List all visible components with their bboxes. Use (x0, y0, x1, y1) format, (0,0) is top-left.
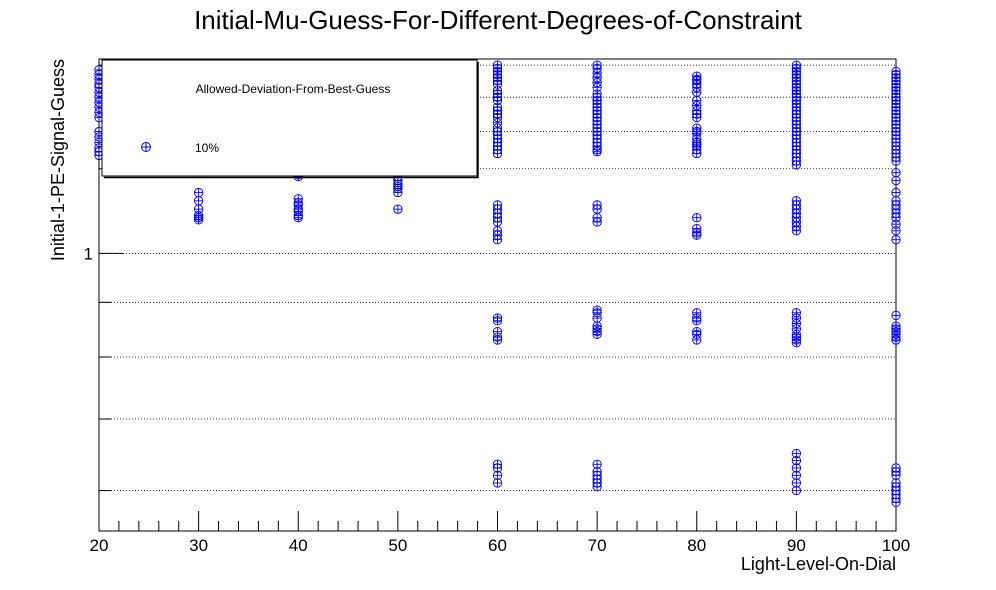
data-point (592, 217, 602, 227)
data-point (492, 148, 503, 159)
data-point (891, 187, 901, 198)
data-point (891, 175, 901, 186)
x-tick-labels: 20 30 40 50 60 70 80 90 100 (90, 536, 911, 555)
data-point (692, 112, 702, 123)
x-tick-label: 70 (588, 536, 607, 555)
data-point (692, 230, 702, 240)
x-tick-label: 50 (388, 536, 407, 555)
data-point (891, 167, 901, 178)
data-point (193, 215, 204, 225)
data-point (592, 147, 602, 157)
data-point (393, 204, 403, 214)
x-tick-label: 80 (687, 536, 706, 555)
data-point (393, 187, 403, 198)
data-point (891, 226, 901, 236)
data-point (592, 329, 602, 340)
data-point (692, 148, 702, 159)
legend-marker-circle-plus-icon (141, 142, 151, 152)
data-point (692, 335, 702, 345)
plot-frame (98, 58, 897, 532)
data-point (791, 226, 802, 236)
data-point (891, 156, 901, 166)
legend: Allowed-Deviation-From-Best-Guess 10% (101, 59, 479, 179)
x-tick-label: 30 (189, 536, 208, 555)
data-point (492, 316, 503, 326)
legend-box (101, 59, 478, 177)
data-point (891, 235, 901, 245)
x-tick-label: 20 (90, 536, 109, 555)
data-point (891, 497, 901, 508)
data-point (492, 470, 503, 481)
x-tick-label: 40 (289, 536, 308, 555)
y-tick-label: 1 (84, 244, 93, 263)
x-tick-label: 60 (488, 536, 507, 555)
data-point (592, 313, 602, 323)
data-point (492, 478, 503, 488)
data-point (492, 335, 503, 345)
data-point (193, 187, 204, 198)
data-point (293, 213, 303, 223)
x-tick-label: 90 (787, 536, 806, 555)
data-point (592, 482, 602, 492)
chart-title: Initial-Mu-Guess-For-Different-Degrees-o… (194, 5, 803, 35)
y-axis-label: Initial-1-PE-Signal-Guess (48, 59, 68, 261)
data-point (891, 310, 901, 321)
data-point (193, 196, 204, 206)
x-tick-label: 100 (882, 536, 910, 555)
legend-header: Allowed-Deviation-From-Best-Guess (196, 82, 391, 96)
legend-entry-label: 10% (195, 141, 219, 155)
y-tick-labels: 1 (84, 244, 93, 263)
data-point (492, 235, 503, 245)
data-point (791, 485, 802, 496)
data-point (492, 217, 503, 227)
data-point (692, 316, 702, 326)
data-point (692, 87, 702, 97)
data-point (791, 338, 802, 348)
data-point (592, 204, 602, 214)
data-point (791, 160, 802, 170)
data-point (891, 335, 901, 345)
data-point (791, 478, 802, 488)
data-point (692, 213, 702, 223)
x-axis-label: Light-Level-On-Dial (741, 554, 896, 574)
